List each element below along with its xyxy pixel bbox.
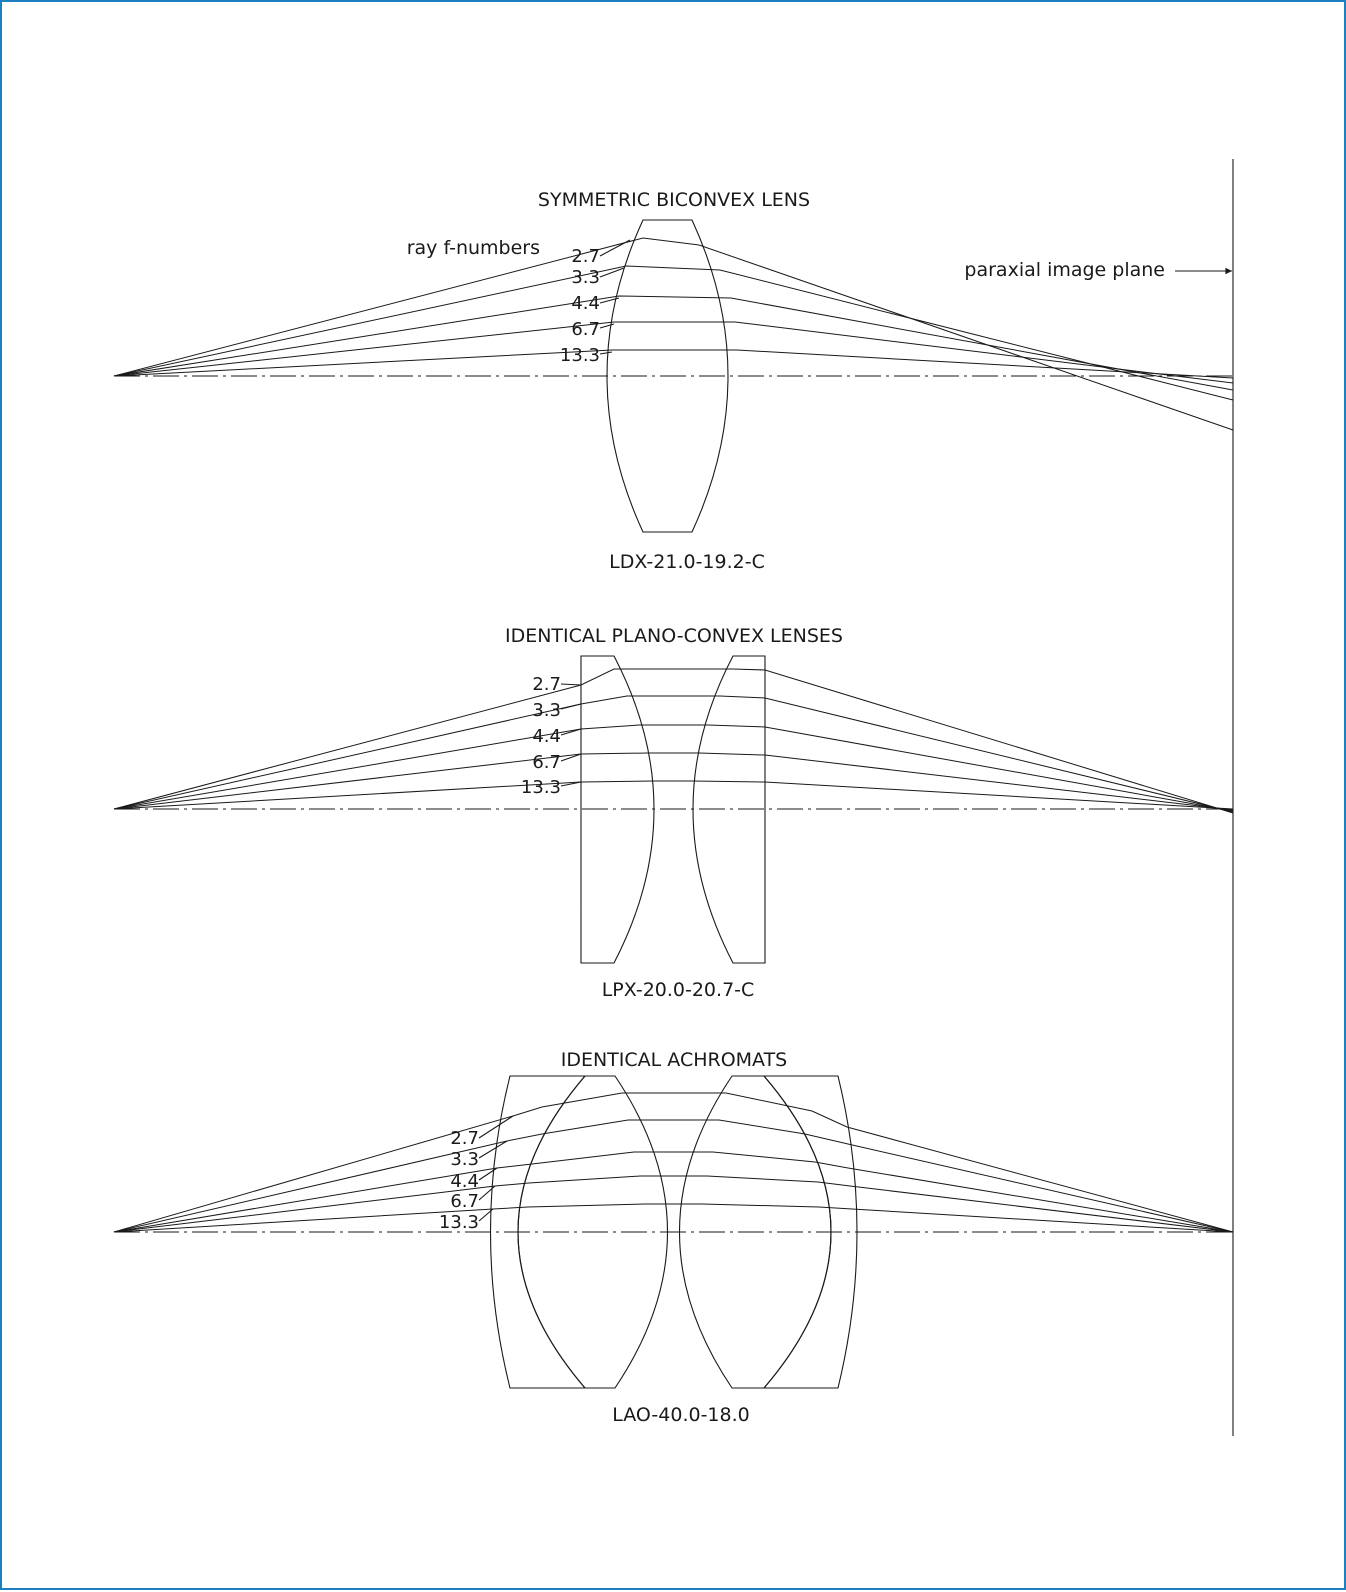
plano-convex-leader-3.3 <box>560 703 582 710</box>
ray-f-numbers-label: ray f-numbers <box>407 237 540 259</box>
plano-convex-ray-6.7 <box>113 752 1234 811</box>
achromats-leader-6.7 <box>478 1185 496 1201</box>
achromats-leader-3.3 <box>478 1140 508 1159</box>
achromats-leader-2.7 <box>478 1115 514 1139</box>
achromats-leader-4.4 <box>478 1167 498 1181</box>
plano-convex-title: IDENTICAL PLANO-CONVEX LENSES <box>505 625 843 647</box>
plano-convex-fnum-13.3: 13.3 <box>521 777 561 798</box>
plano-convex-leader-13.3 <box>560 781 582 787</box>
biconvex-leader-6.7 <box>599 323 615 329</box>
plano-convex-ray-13.3 <box>113 780 1234 810</box>
achromats-model: LAO-40.0-18.0 <box>612 1404 750 1426</box>
biconvex-model: LDX-21.0-19.2-C <box>609 551 765 573</box>
achromat-right-flint <box>762 1075 858 1389</box>
plano-convex-leader-4.4 <box>560 728 582 736</box>
biconvex-leader-13.3 <box>599 351 613 355</box>
biconvex-fnum-6.7: 6.7 <box>571 319 600 340</box>
diagram-biconvex: SYMMETRIC BICONVEX LENS ray f-numbers 2.… <box>113 189 1234 573</box>
plano-convex-lens-right <box>692 655 766 964</box>
diagram-plano-convex: IDENTICAL PLANO-CONVEX LENSES 2.7 3.3 4.… <box>113 625 1234 1001</box>
plano-convex-ray-4.4 <box>113 724 1234 812</box>
biconvex-title: SYMMETRIC BICONVEX LENS <box>538 189 810 211</box>
biconvex-ray-6.7 <box>113 321 1234 384</box>
biconvex-leader-3.3 <box>599 267 625 278</box>
achromats-ray-6.7 <box>113 1175 1234 1233</box>
biconvex-ray-2.7 <box>113 237 1234 431</box>
biconvex-ray-4.4 <box>113 295 1234 391</box>
achromats-fnum-6.7: 6.7 <box>450 1191 479 1212</box>
plano-convex-leader-6.7 <box>560 753 582 762</box>
achromats-fnum-4.4: 4.4 <box>450 1171 479 1192</box>
achromats-fnum-2.7: 2.7 <box>450 1128 479 1149</box>
plano-convex-lens-left <box>580 655 655 964</box>
plano-convex-ray-2.7 <box>113 668 1234 814</box>
biconvex-ray-3.3 <box>113 265 1234 401</box>
plano-convex-fnum-2.7: 2.7 <box>532 674 561 695</box>
plano-convex-model: LPX-20.0-20.7-C <box>602 979 755 1001</box>
achromats-leader-13.3 <box>478 1208 494 1222</box>
biconvex-ray-13.3 <box>113 349 1234 379</box>
plano-convex-ray-3.3 <box>113 695 1234 813</box>
biconvex-fnum-2.7: 2.7 <box>571 246 600 267</box>
achromats-ray-13.3 <box>113 1203 1234 1233</box>
achromats-ray-3.3 <box>113 1119 1234 1233</box>
achromat-left-crown <box>517 1075 668 1389</box>
achromats-fnum-3.3: 3.3 <box>450 1149 479 1170</box>
achromats-title: IDENTICAL ACHROMATS <box>561 1049 788 1071</box>
plano-convex-leader-2.7 <box>560 683 582 686</box>
biconvex-fnum-13.3: 13.3 <box>560 345 600 366</box>
diagram-achromats: IDENTICAL ACHROMATS 2.7 3.3 4.4 6.7 13.3… <box>113 1049 1234 1426</box>
achromats-fnum-13.3: 13.3 <box>439 1212 479 1233</box>
plano-convex-fnum-4.4: 4.4 <box>532 726 561 747</box>
plano-convex-fnum-6.7: 6.7 <box>532 752 561 773</box>
biconvex-fnum-4.4: 4.4 <box>571 293 600 314</box>
achromats-ray-2.7 <box>113 1092 1234 1233</box>
biconvex-leader-2.7 <box>599 239 631 257</box>
biconvex-lens <box>606 219 729 533</box>
biconvex-leader-4.4 <box>599 297 620 304</box>
image-plane-label: paraxial image plane <box>964 259 1165 281</box>
achromats-ray-4.4 <box>113 1151 1234 1233</box>
biconvex-fnum-3.3: 3.3 <box>571 267 600 288</box>
plano-convex-fnum-3.3: 3.3 <box>532 700 561 721</box>
